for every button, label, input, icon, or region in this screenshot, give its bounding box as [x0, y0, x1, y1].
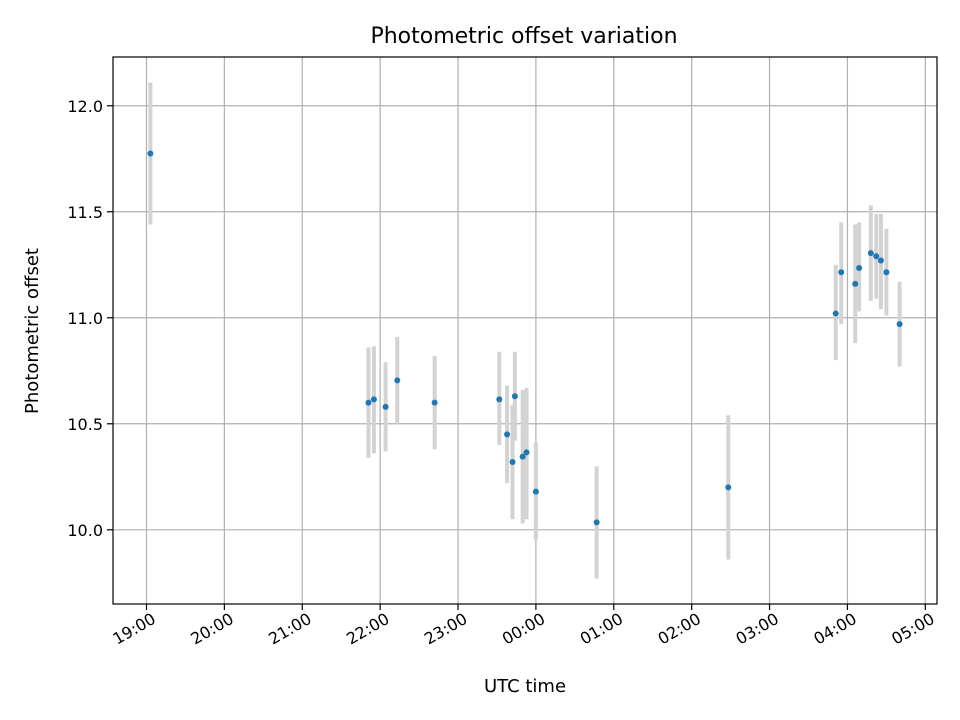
plot-area-frame	[112, 56, 938, 605]
data-point	[532, 488, 539, 495]
x-tick-label: 19:00	[109, 609, 158, 649]
data-point	[877, 257, 884, 264]
x-tick-label: 00:00	[499, 609, 548, 649]
data-point	[883, 269, 890, 276]
x-tick-label: 23:00	[421, 609, 470, 649]
x-tick-label: 05:00	[888, 609, 937, 649]
x-tick-label: 03:00	[733, 609, 782, 649]
data-point	[431, 399, 438, 406]
data-point	[511, 393, 518, 400]
data-point	[147, 150, 154, 157]
x-tick-label: 04:00	[810, 609, 859, 649]
y-tick-label: 10.5	[67, 415, 103, 434]
data-point	[496, 396, 503, 403]
data-point	[852, 280, 859, 287]
data-points	[147, 150, 903, 526]
x-tick-label: 02:00	[655, 609, 704, 649]
x-tick-label: 20:00	[187, 609, 236, 649]
x-axis-ticks: 19:00 20:00 21:00 22:00 23:00 00:00 01:00 02:00…	[109, 604, 938, 649]
error-bars	[148, 82, 902, 579]
data-point	[838, 269, 845, 276]
data-point	[394, 377, 401, 384]
y-tick-label: 10.0	[67, 521, 103, 540]
x-tick-label: 22:00	[343, 609, 392, 649]
y-axis-label: Photometric offset	[22, 248, 43, 414]
grid-lines	[113, 57, 937, 604]
x-tick-label: 01:00	[577, 609, 626, 649]
y-axis-ticks: 10.0 10.5 11.0 11.5 12.0	[67, 97, 113, 540]
data-point	[504, 431, 511, 438]
data-point	[896, 321, 903, 328]
data-point	[832, 310, 839, 317]
data-point	[365, 399, 372, 406]
data-point	[519, 453, 526, 460]
y-tick-label: 11.0	[67, 309, 103, 328]
data-point	[593, 519, 600, 526]
data-point	[509, 458, 516, 465]
data-point	[370, 396, 377, 403]
data-point	[725, 484, 732, 491]
data-point	[867, 250, 874, 257]
y-tick-label: 12.0	[67, 97, 103, 116]
y-tick-label: 11.5	[67, 203, 103, 222]
data-point	[523, 449, 530, 456]
chart-title: Photometric offset variation	[370, 24, 677, 49]
data-point	[382, 403, 389, 410]
data-point	[856, 264, 863, 271]
x-tick-label: 21:00	[265, 609, 314, 649]
data-point	[873, 253, 880, 260]
x-axis-label: UTC time	[484, 676, 566, 697]
